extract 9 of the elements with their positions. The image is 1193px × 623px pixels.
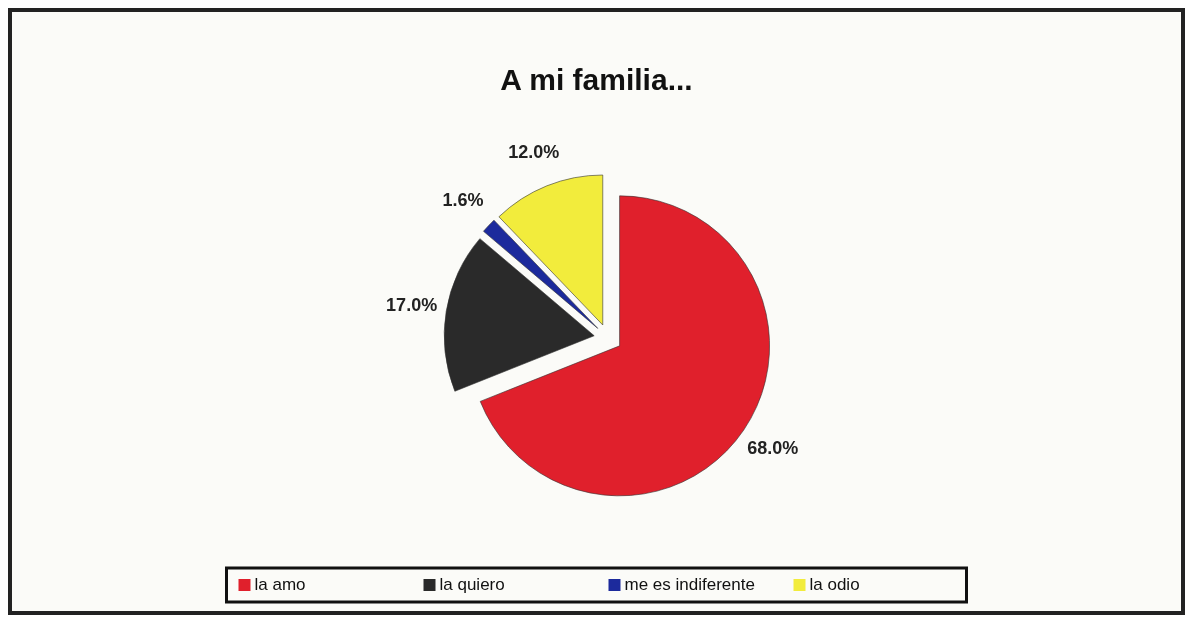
data-label: 17.0% — [386, 294, 438, 315]
chart-title: A mi familia... — [500, 63, 693, 96]
data-label: 1.6% — [442, 190, 484, 211]
legend-label: la amo — [254, 575, 306, 594]
legend-label: la odio — [809, 575, 860, 594]
data-label: 68.0% — [747, 438, 799, 459]
legend-label: la quiero — [439, 575, 505, 594]
legend-label: me es indiferente — [624, 575, 755, 594]
data-label: 12.0% — [508, 142, 560, 163]
